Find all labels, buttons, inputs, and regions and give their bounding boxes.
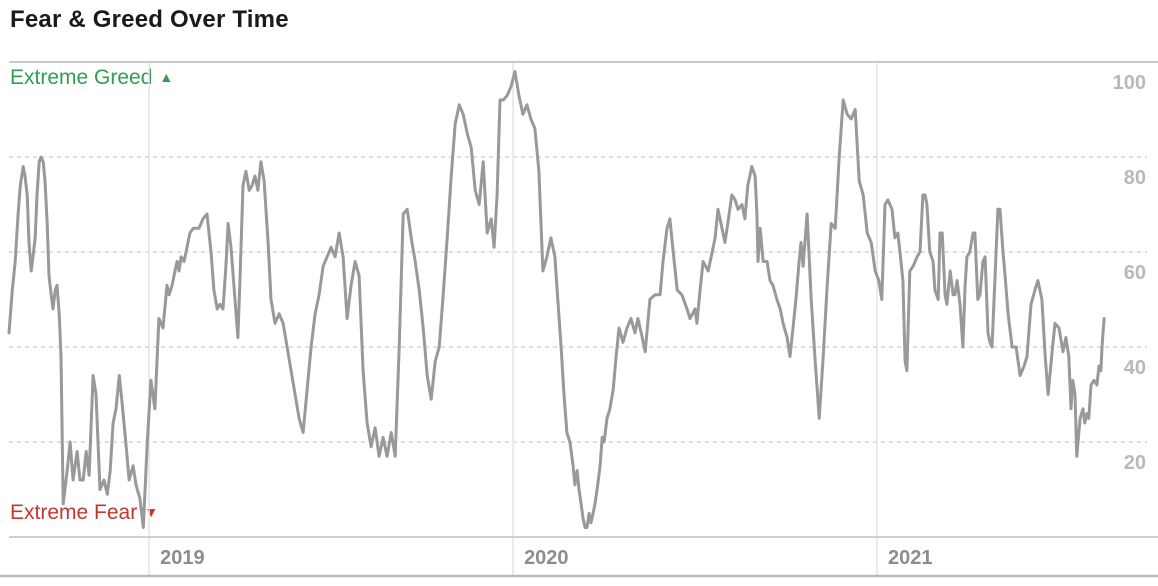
y-tick-label-40: 40: [1124, 357, 1146, 379]
x-tick-label-2020: 2020: [524, 547, 569, 569]
fear-greed-index-line: [7, 70, 1106, 529]
y-tick-label-20: 20: [1124, 452, 1146, 474]
extreme-greed-zone-label: Extreme Greed ▲: [10, 66, 173, 90]
x-tick-label-2019: 2019: [160, 547, 205, 569]
page-title: Fear & Greed Over Time: [10, 6, 289, 33]
x-tick-label-2021: 2021: [888, 547, 933, 569]
extreme-greed-text: Extreme Greed: [10, 66, 153, 89]
triangle-down-icon: ▼: [144, 504, 159, 520]
y-tick-label-80: 80: [1124, 167, 1146, 189]
y-tick-label-60: 60: [1124, 262, 1146, 284]
extreme-fear-text: Extreme Fear: [10, 501, 138, 524]
extreme-fear-zone-label: Extreme Fear ▼: [10, 501, 158, 525]
triangle-up-icon: ▲: [159, 69, 174, 85]
y-tick-label-100: 100: [1113, 72, 1146, 94]
